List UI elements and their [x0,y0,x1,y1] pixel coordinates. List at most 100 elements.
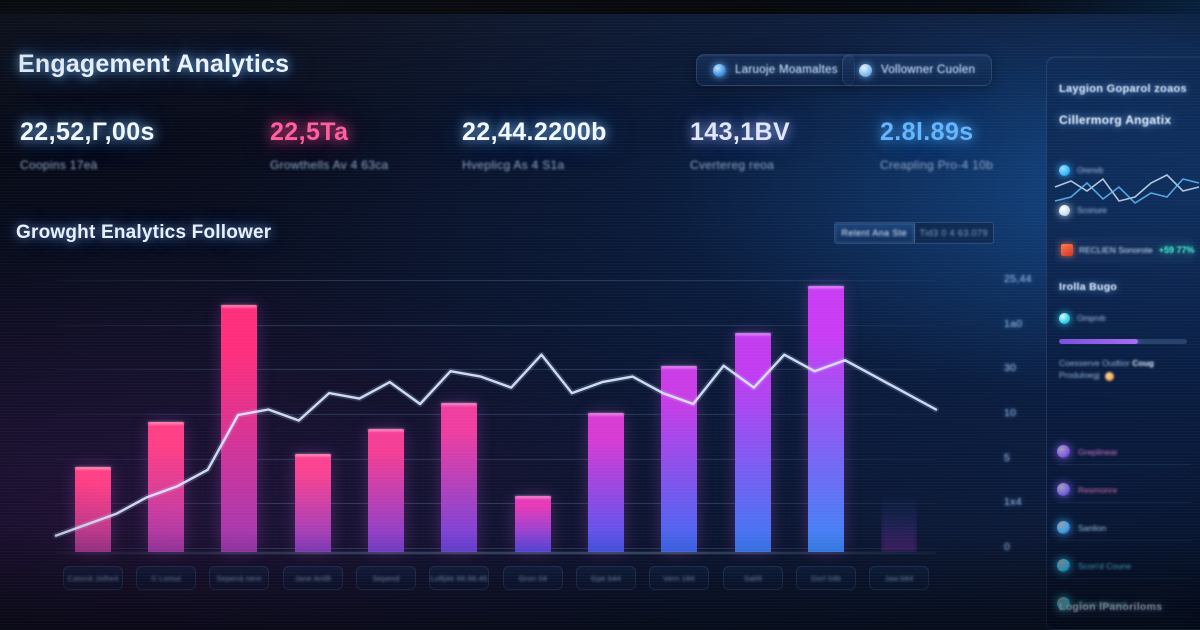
list-item-dot-icon [1057,445,1070,458]
sidebar-list-item[interactable]: Resmonre [1057,477,1191,503]
kpi-caption-4: Creapling Pro-4 10b [880,158,994,172]
usage-note-post: Produloegj [1059,370,1100,381]
x-axis-chip[interactable]: Loftj4e 66.66.45 [429,566,489,590]
x-axis-chip[interactable]: Sepenà nere [209,566,269,590]
range-segment-active[interactable]: Relent Ana Ste [835,223,914,243]
x-axis-chip-label: Loftj4e 66.66.45 [430,573,488,583]
x-axis-chip-label: Sepend [372,573,400,583]
x-axis-chip-label: Jane Anlði [294,573,332,583]
usage-dot-icon [1059,313,1070,324]
x-axis-chip[interactable]: Catonà Jolhe4 [63,566,123,590]
secondary-y-axis-tick: 5 [1004,452,1011,464]
list-item-dot-icon [1057,483,1070,496]
x-axis-chip[interactable]: Gpe b44 [576,566,636,590]
kpi-value-2: 22,44.2200b [462,118,607,146]
secondary-y-axis-tick: 30 [1004,362,1017,374]
x-axis-chip-label: Jaw.b84 [884,573,914,583]
x-axis-chip[interactable]: © Lomut [136,566,196,590]
chart-panel: Growght Enalytics Follower 1200160040020… [0,206,1031,630]
kpi-value-1: 22,5Ta [270,118,349,146]
sidebar-stat-percent: +59 77% [1158,245,1195,255]
secondary-y-axis-tick: 10 [1004,407,1017,419]
overlay-trend-line [53,351,939,539]
page-title: Engagement Analytics [18,50,290,78]
kpi-caption-2: Hveplicg As 4 S1a [462,158,565,172]
sidebar-list-item-label: Scon'd Coune [1078,560,1132,571]
circle-check-icon [713,63,726,77]
header-pill-vollowner-cuolen[interactable]: Vollowner Cuolen [842,54,993,86]
x-axis-chip[interactable]: Jane Anlði [283,566,343,590]
sidebar-list-item[interactable]: Scon'd Coune [1057,553,1191,579]
kpi-card-3[interactable]: 143,1BV Cvertereg reoa [690,118,790,172]
sidebar-footer-label: Logion lPanoriloms [1059,601,1163,613]
secondary-y-axis-tick: 1x4 [1004,496,1022,508]
sidebar-list-item-label: Sanlion [1078,522,1107,533]
top-letterbox-band [0,0,1200,14]
chart-title: Growght Enalytics Follower [16,222,272,243]
sidebar-list-item-label: Resmonre [1078,484,1118,495]
kpi-value-4: 2.8l.89s [880,118,974,146]
secondary-y-axis-tick: 25,44 [1004,273,1032,285]
sidebar-list-item-label: Greplinear [1078,446,1118,457]
x-axis-chip-label: Dorl 04b [811,573,841,583]
kpi-card-4[interactable]: 2.8l.89s Creapling Pro-4 10b [880,118,993,172]
kpi-card-1[interactable]: 22,5Ta Growthells Av 4 63ca [270,118,389,172]
header-pill-2-label: Vollowner Cuolen [881,64,976,76]
x-axis-chip-label: Vern 184 [663,573,695,583]
x-axis-labels: Catonà Jolhe4 © Lomut Sepenà nere Jane Anlð… [56,566,936,598]
warning-dot-icon [1105,371,1115,381]
x-axis-chip[interactable]: Sali9 [723,566,783,590]
cloud-blob-icon [859,63,872,77]
kpi-value-0: 22,52,Γ,00s [20,118,155,146]
x-axis-chip-label: Gron 04 [518,573,548,583]
sidebar-stat-label: RECLIEN Sonorote [1079,245,1153,255]
sidebar-stat-row[interactable]: RECLIEN Sonorote +59 77% [1055,237,1195,263]
list-item-dot-icon [1057,521,1070,534]
sidebar-usage-note: Coesserve Oudtior Coug Produloegj [1059,357,1191,382]
usage-note-bold: Coug [1132,358,1154,368]
x-axis-chip[interactable]: Vern 184 [649,566,709,590]
sidebar-spark-legend-1: Sconure [1059,205,1107,216]
legend-blob-icon [1059,205,1070,216]
x-axis-chip-label: Catonà Jolhe4 [67,573,119,583]
kpi-card-0[interactable]: 22,52,Γ,00s Coopins 17eà [20,118,155,172]
sidebar-usage-legend-label: Omprvb [1077,314,1106,323]
x-axis-chip-label: © Lomut [151,573,181,583]
sidebar-section-usage-title: Irolla Bugo [1059,281,1118,293]
sidebar-usage-progress-bar[interactable] [1059,339,1187,344]
sidebar-spark-legend-label-0: Orenvb [1077,166,1104,175]
kpi-caption-0: Coopins 17eà [20,158,98,172]
usage-progress-fill [1059,339,1139,344]
kpi-card-2[interactable]: 22,44.2200b Hveplicg As 4 S1a [462,118,607,172]
legend-dot-icon [1059,165,1070,176]
header-pill-1-label: Laruoje Moamaltes [735,64,838,76]
kpi-caption-3: Cvertereg reoa [690,158,775,172]
kpi-row: 22,52,Γ,00s Coopins 17eà 22,5Ta Growthel… [0,118,1030,188]
secondary-y-axis-tick: 1a0 [1004,318,1023,330]
range-segment-inactive[interactable]: Tid3 0 4 63.079 [919,228,988,238]
usage-note-pre: Coesserve Oudtior [1059,358,1133,368]
x-axis-chip[interactable]: Dorl 04b [796,566,856,590]
sidebar-spark-legend-label-1: Sconure [1077,206,1107,215]
sidebar-usage-legend: Omprvb [1059,313,1105,324]
sidebar-heading-1: Laygion Goparol zoaos [1059,83,1187,95]
x-axis-chip-label: Gpe b44 [590,573,622,583]
kpi-caption-1: Growthells Av 4 63ca [270,158,389,172]
sidebar-list-item[interactable]: Greplinear [1057,439,1191,465]
kpi-value-3: 143,1BV [690,118,791,146]
header-bar: Engagement Analytics Laruoje Moamaltes V… [0,26,1030,96]
x-axis-chip-label: Sepenà nere [216,573,262,583]
sidebar-list-item[interactable]: Sanlion [1057,515,1191,541]
sidebar-spark-legend-0: Orenvb [1059,165,1103,176]
alert-square-icon [1061,244,1073,256]
x-axis-chip[interactable]: Gron 04 [503,566,563,590]
header-pill-laruoje-moamaltes[interactable]: Laruoje Moamaltes [696,54,855,86]
right-sidebar: Laygion Goparol zoaos Cillermorg Angatix… [1046,56,1200,630]
sidebar-heading-2: Cillermorg Angatix [1059,113,1172,127]
x-axis-chip[interactable]: Jaw.b84 [869,566,929,590]
range-toggle[interactable]: Relent Ana Ste Tid3 0 4 63.079 [834,222,994,244]
x-axis-chip[interactable]: Sepend [356,566,416,590]
x-axis-chip-label: Sali9 [744,573,762,583]
